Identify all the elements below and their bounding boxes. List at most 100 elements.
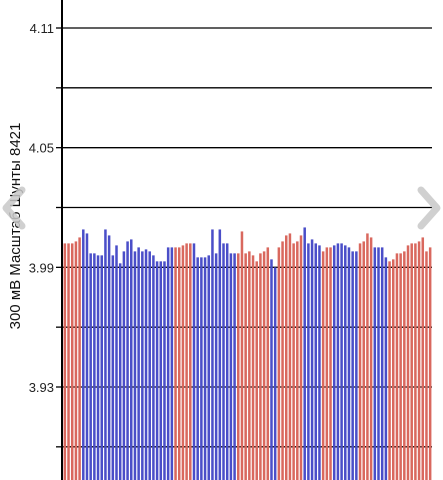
bar <box>130 239 133 480</box>
bar <box>307 243 310 480</box>
bar <box>288 233 292 480</box>
y-tick-label: 3.99 <box>29 260 54 275</box>
bar <box>362 241 365 480</box>
bar <box>122 251 126 480</box>
next-chart-button[interactable] <box>413 186 443 230</box>
bar <box>266 247 270 480</box>
bar <box>399 253 402 480</box>
bar <box>67 243 70 480</box>
bar <box>170 247 174 480</box>
y-tick-label: 4.05 <box>29 141 54 156</box>
bar <box>207 255 211 480</box>
bars <box>63 227 432 480</box>
bar <box>240 231 244 480</box>
bar <box>259 253 262 480</box>
bar <box>414 243 417 480</box>
bar <box>63 243 67 480</box>
bar <box>384 257 388 480</box>
bar <box>373 247 377 480</box>
bar <box>126 241 129 480</box>
bar <box>428 247 432 480</box>
bar <box>70 243 74 480</box>
bar <box>358 243 362 480</box>
bar <box>222 243 225 480</box>
bar <box>284 235 288 480</box>
bar <box>347 247 351 480</box>
bar <box>107 235 111 480</box>
previous-chart-button[interactable] <box>0 186 30 230</box>
bar <box>248 251 251 480</box>
bar <box>141 251 144 480</box>
bar <box>392 259 395 480</box>
bar <box>78 237 81 480</box>
bar <box>377 247 380 480</box>
bar <box>314 243 318 480</box>
bar <box>155 261 159 480</box>
y-tick-labels: 3.93 3.99 4.05 4.11 <box>29 21 54 395</box>
bar <box>196 257 199 480</box>
bar <box>133 251 137 480</box>
bar <box>344 245 347 480</box>
bar <box>255 261 258 480</box>
bar <box>380 247 384 480</box>
bar <box>417 241 421 480</box>
bar <box>211 229 214 480</box>
bar <box>277 247 281 480</box>
bar <box>115 245 118 480</box>
bar <box>93 253 96 480</box>
bar <box>244 253 247 480</box>
bar <box>74 241 78 480</box>
bar <box>89 253 92 480</box>
bar <box>118 263 122 480</box>
bar <box>395 253 399 480</box>
bar <box>163 261 166 480</box>
bar <box>229 253 233 480</box>
bar <box>410 243 413 480</box>
bar <box>336 243 340 480</box>
bar <box>318 245 321 480</box>
bar <box>281 241 284 480</box>
y-axis-label: 300 мВ Масштаб Шунты 8421 <box>7 123 24 330</box>
bar <box>174 247 177 480</box>
bar <box>270 259 273 480</box>
bar <box>166 247 170 480</box>
bar <box>104 229 107 480</box>
bar <box>403 251 406 480</box>
bar <box>144 249 148 480</box>
bar <box>85 233 89 480</box>
bar <box>332 245 336 480</box>
bar <box>292 243 295 480</box>
chevron-left-icon <box>2 186 26 230</box>
bar <box>237 253 240 480</box>
bar <box>303 227 306 480</box>
bar <box>421 237 425 480</box>
bar <box>369 237 373 480</box>
bar <box>177 247 181 480</box>
bar <box>200 257 203 480</box>
bar <box>321 251 325 480</box>
bar <box>340 243 343 480</box>
bar <box>137 247 140 480</box>
bar <box>111 255 115 480</box>
bar <box>366 233 369 480</box>
bar <box>181 245 185 480</box>
bar <box>299 235 303 480</box>
bar <box>351 251 354 480</box>
bar <box>251 255 255 480</box>
bar <box>189 243 192 480</box>
bar <box>152 255 155 480</box>
bar <box>296 241 299 480</box>
bar <box>310 239 314 480</box>
y-tick-label: 4.11 <box>30 21 54 36</box>
bar <box>203 257 207 480</box>
bar <box>96 255 100 480</box>
bar <box>329 247 332 480</box>
y-tick-label: 3.93 <box>29 380 54 395</box>
bar <box>425 251 428 480</box>
bar <box>159 261 163 480</box>
bar <box>185 243 188 480</box>
bar <box>192 243 196 480</box>
bar <box>148 251 151 480</box>
bar <box>82 229 85 480</box>
